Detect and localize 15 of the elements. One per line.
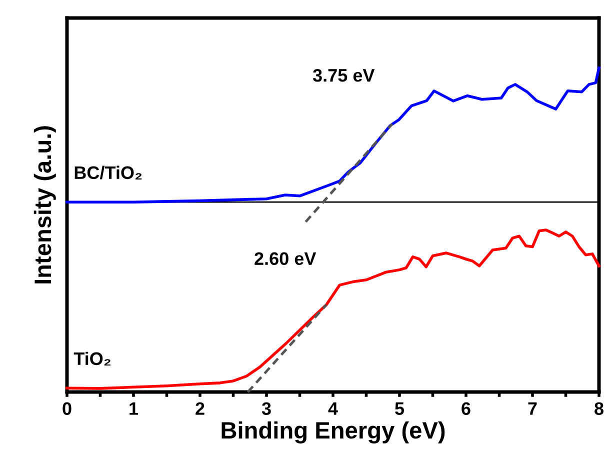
x-tick-label: 4 <box>328 402 338 415</box>
y-axis-title: Intensity (a.u.) <box>34 126 56 284</box>
x-tick-label: 7 <box>528 402 537 415</box>
x-tick-label: 8 <box>594 402 604 415</box>
x-tick-label: 2 <box>196 402 204 415</box>
x-tick-label: 0 <box>62 402 72 415</box>
annotation: 3.75 eV <box>312 68 375 82</box>
x-axis-title: Binding Energy (eV) <box>222 421 445 444</box>
series-label: BC/TiO₂ <box>74 166 142 180</box>
x-tick-label: 5 <box>395 402 404 415</box>
x-tick-label: 1 <box>130 402 138 415</box>
x-tick-label: 3 <box>262 402 271 416</box>
series-label: TiO₂ <box>74 352 110 366</box>
annotation: 2.60 eV <box>254 252 316 266</box>
x-tick-label: 6 <box>462 402 470 415</box>
